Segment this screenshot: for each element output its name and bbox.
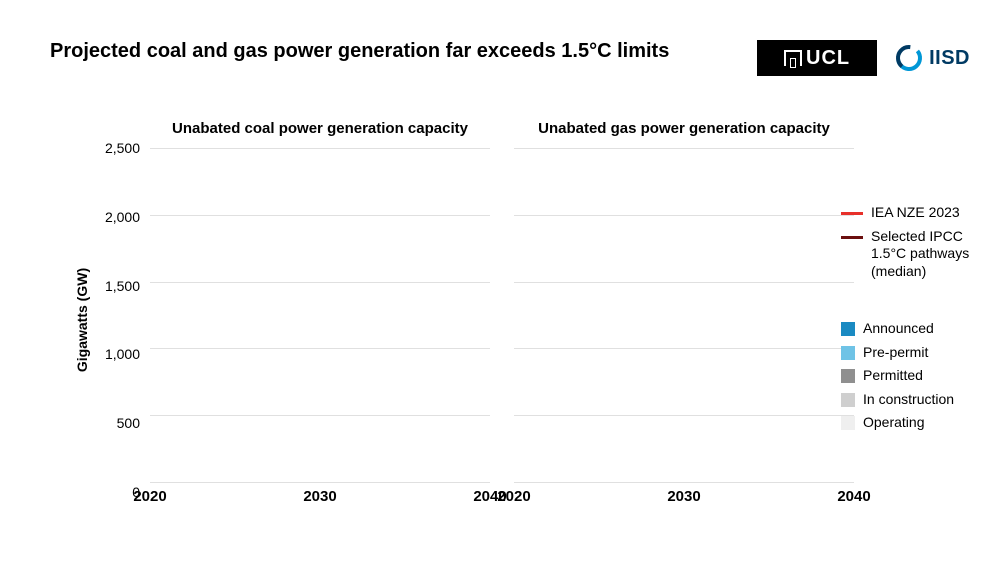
legend-swatch-line <box>841 236 863 239</box>
legend-label: Announced <box>863 320 934 338</box>
legend-lines: IEA NZE 2023 Selected IPCC 1.5°C pathways… <box>841 204 976 280</box>
legend-label: Selected IPCC 1.5°C pathways (median) <box>871 228 976 281</box>
panel-gas: Unabated gas power generation capacity 2… <box>514 120 854 510</box>
y-tick-labels: 05001,0001,5002,0002,500 <box>106 148 146 492</box>
legend-area-item: Pre-permit <box>841 344 976 362</box>
legend-swatch-square <box>841 393 855 407</box>
legend-line-item: Selected IPCC 1.5°C pathways (median) <box>841 228 976 281</box>
gridline <box>150 415 490 416</box>
legend-line-item: IEA NZE 2023 <box>841 204 976 222</box>
ucl-logo: UCL <box>757 40 877 76</box>
x-tick: 2030 <box>303 488 336 505</box>
y-axis-label: Gigawatts (GW) <box>74 268 90 372</box>
gridline <box>150 215 490 216</box>
x-tick: 2030 <box>667 488 700 505</box>
x-axis: 202020302040 <box>150 482 490 488</box>
iisd-text: IISD <box>929 47 970 70</box>
chart-area: Gigawatts (GW) 05001,0001,5002,0002,500 … <box>70 120 830 520</box>
ucl-portico-icon <box>784 50 802 66</box>
legend: IEA NZE 2023 Selected IPCC 1.5°C pathways… <box>841 204 976 438</box>
gridline <box>150 348 490 349</box>
legend-label: Operating <box>863 414 924 432</box>
x-tick: 2020 <box>133 488 166 505</box>
gridline <box>514 282 854 283</box>
legend-swatch-square <box>841 346 855 360</box>
y-tick: 1,500 <box>105 278 146 294</box>
ucl-text: UCL <box>806 47 850 70</box>
gridline <box>514 148 854 149</box>
legend-area-item: Permitted <box>841 367 976 385</box>
gridline <box>514 348 854 349</box>
legend-area-item: Operating <box>841 414 976 432</box>
legend-label: IEA NZE 2023 <box>871 204 960 222</box>
gridline <box>514 415 854 416</box>
x-tick: 2040 <box>837 488 870 505</box>
panel-coal: Unabated coal power generation capacity … <box>150 120 490 510</box>
y-tick: 2,000 <box>105 209 146 225</box>
y-tick: 1,000 <box>105 346 146 362</box>
x-tick: 2020 <box>497 488 530 505</box>
plot-coal: 202020302040 <box>150 148 490 482</box>
panel-gas-title: Unabated gas power generation capacity <box>514 120 854 137</box>
legend-area-item: In construction <box>841 391 976 409</box>
gridline <box>514 215 854 216</box>
iisd-logo: IISD <box>895 44 970 72</box>
y-tick: 500 <box>117 415 146 431</box>
legend-area-item: Announced <box>841 320 976 338</box>
gridline <box>150 282 490 283</box>
legend-swatch-square <box>841 322 855 336</box>
panel-coal-title: Unabated coal power generation capacity <box>150 120 490 137</box>
plot-gas: 202020302040 <box>514 148 854 482</box>
iisd-ring-icon <box>895 44 923 72</box>
legend-areas: Announced Pre-permit Permitted In construct… <box>841 320 976 432</box>
legend-label: In construction <box>863 391 954 409</box>
legend-label: Permitted <box>863 367 923 385</box>
legend-swatch-square <box>841 416 855 430</box>
x-axis: 202020302040 <box>514 482 854 488</box>
logos: UCL IISD <box>757 40 970 76</box>
legend-label: Pre-permit <box>863 344 928 362</box>
legend-swatch-line <box>841 212 863 215</box>
gridline <box>150 148 490 149</box>
legend-swatch-square <box>841 369 855 383</box>
page: Projected coal and gas power generation … <box>0 0 1000 563</box>
y-tick: 2,500 <box>105 140 146 156</box>
